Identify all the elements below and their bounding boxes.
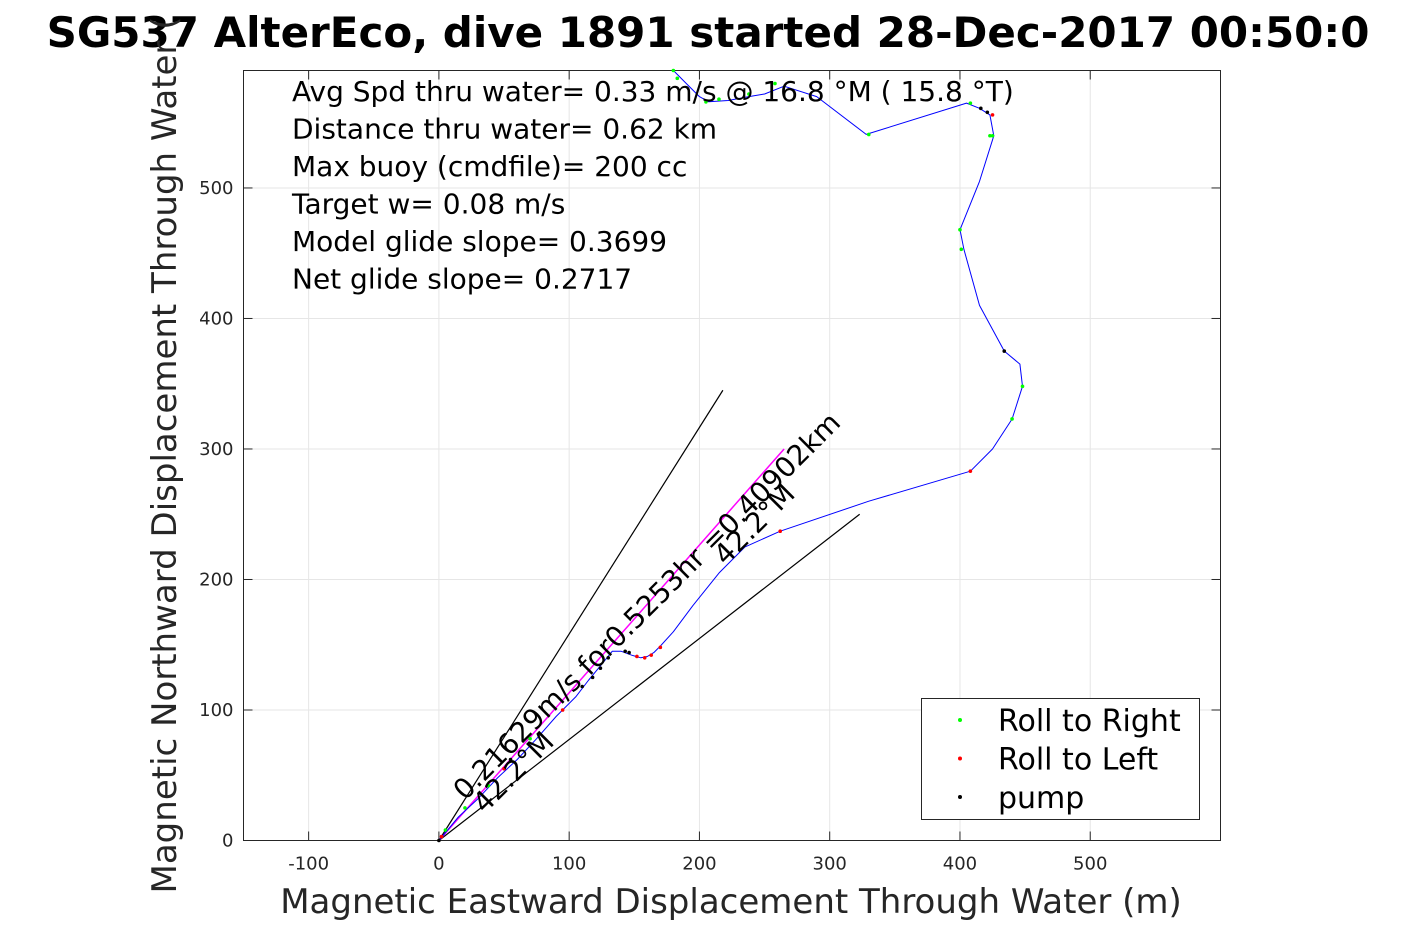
x-tick-label: -100 xyxy=(288,854,329,875)
point-roll-to-right xyxy=(528,736,532,741)
point-roll-to-left xyxy=(649,653,654,657)
point-roll-to-right xyxy=(968,101,973,105)
x-axis-label: Magnetic Eastward Displacement Through W… xyxy=(280,882,1182,922)
point-roll-to-right xyxy=(1020,384,1025,389)
reference-line-depth-averaged-current xyxy=(438,448,785,841)
stats-text-block: Avg Spd thru water= 0.33 m/s @ 16.8 °M (… xyxy=(291,75,1014,296)
x-tick-label: 100 xyxy=(552,854,586,875)
x-tick-label: 300 xyxy=(813,854,847,875)
point-roll-to-right xyxy=(717,97,721,102)
point-roll-to-left xyxy=(502,766,506,771)
reference-lines xyxy=(438,389,861,841)
point-roll-to-right xyxy=(443,828,448,832)
y-axis-label: Magnetic Northward Displacement Through … xyxy=(145,17,185,894)
point-pump xyxy=(627,650,631,655)
point-roll-to-right xyxy=(486,783,491,788)
point-roll-to-right xyxy=(773,81,777,86)
legend-label-roll-to-left: Roll to Left xyxy=(998,743,1158,778)
point-pump xyxy=(598,666,603,671)
legend-marker-roll-to-left xyxy=(958,756,962,761)
point-pump xyxy=(508,757,513,762)
point-pump xyxy=(606,655,611,660)
point-roll-to-left xyxy=(990,113,995,117)
point-roll-to-right xyxy=(747,92,751,96)
point-roll-to-right xyxy=(671,68,676,73)
point-roll-to-right xyxy=(463,806,467,810)
legend-box xyxy=(921,698,1200,820)
stats-line: Distance thru water= 0.62 km xyxy=(292,113,717,146)
point-roll-to-right xyxy=(958,227,962,232)
y-tick-label: 200 xyxy=(199,569,233,590)
point-pump xyxy=(623,649,627,654)
point-roll-to-right xyxy=(866,132,871,137)
data-points xyxy=(437,68,1025,843)
axis-ticks: -100 0 100 200 300 400 500 0 100 200 300 400 500 xyxy=(199,70,1221,875)
reference-line-upper-bound xyxy=(438,389,724,841)
stats-line: Net glide slope= 0.2717 xyxy=(292,263,632,296)
point-pump xyxy=(590,675,595,680)
point-roll-to-left xyxy=(778,529,782,533)
point-pump xyxy=(580,684,584,689)
grid xyxy=(243,70,1221,841)
y-tick-label: 300 xyxy=(199,439,233,460)
stats-line: Max buoy (cmdfile)= 200 cc xyxy=(292,150,687,183)
point-roll-to-left xyxy=(642,655,647,660)
point-roll-to-right xyxy=(988,133,992,138)
annotations: 0.21629m/s for0.5253hr =0.40902km42.2°M4… xyxy=(447,406,847,820)
point-roll-to-right xyxy=(959,247,964,252)
y-tick-label: 100 xyxy=(199,700,233,721)
point-roll-to-right xyxy=(1010,417,1014,421)
stats-line: Target w= 0.08 m/s xyxy=(291,188,565,221)
point-roll-to-left xyxy=(560,708,565,712)
point-roll-to-right xyxy=(990,133,995,138)
x-tick-label: 200 xyxy=(682,854,716,875)
x-tick-label: 500 xyxy=(1073,854,1107,875)
y-tick-label: 500 xyxy=(199,178,233,199)
point-pump xyxy=(1002,349,1007,353)
point-roll-to-left xyxy=(968,469,973,473)
chart-title: SG537 AlterEco, dive 1891 started 28-Dec… xyxy=(47,8,1370,57)
y-tick-label: 400 xyxy=(199,308,233,329)
point-roll-to-right xyxy=(704,100,708,104)
reference-line-lower-bound xyxy=(438,513,861,841)
x-tick-label: 400 xyxy=(943,854,977,875)
point-pump xyxy=(979,106,983,111)
stats-line: Avg Spd thru water= 0.33 m/s @ 16.8 °M (… xyxy=(292,75,1014,108)
stats-line: Model glide slope= 0.3699 xyxy=(292,225,667,258)
point-pump xyxy=(985,110,990,115)
plot-area-frame xyxy=(243,70,1221,841)
point-pump xyxy=(437,838,441,843)
point-roll-to-left xyxy=(439,834,444,839)
point-roll-to-right xyxy=(675,76,680,81)
legend-marker-pump xyxy=(958,795,962,799)
legend-marker-roll-to-right xyxy=(958,718,962,722)
x-tick-label: 0 xyxy=(433,854,444,875)
annotation-label: 0.21629m/s for0.5253hr =0.40902km xyxy=(447,406,847,806)
legend-label-roll-to-right: Roll to Right xyxy=(998,704,1181,739)
point-roll-to-left xyxy=(658,645,663,650)
legend-label-pump: pump xyxy=(998,781,1084,816)
point-roll-to-left xyxy=(635,654,639,659)
y-tick-label: 0 xyxy=(222,831,233,852)
